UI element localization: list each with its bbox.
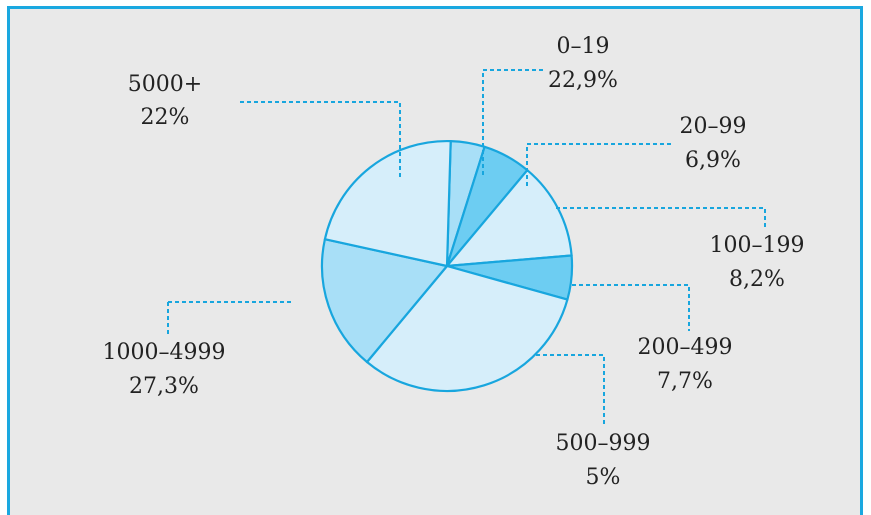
slice-category-label: 1000–4999 [103, 340, 226, 365]
leader-line-3 [556, 207, 766, 227]
leader-line-5 [536, 354, 605, 427]
slice-value-label: 22% [141, 105, 190, 130]
slice-value-label: 7,7% [657, 369, 713, 394]
slice-category-label: 200–499 [638, 335, 733, 360]
leader-line-7 [237, 101, 401, 177]
pie-slices [320, 139, 574, 393]
slice-value-label: 22,9% [548, 68, 618, 93]
slice-value-label: 5% [586, 465, 621, 490]
leader-line-4 [572, 284, 690, 331]
pie-chart: 0–19 22,9% 20–99 6,9% 100–199 8,2% 200–499 7,7%… [103, 34, 805, 490]
pie-slice-7 [323, 139, 452, 268]
slice-category-label: 500–999 [556, 431, 651, 456]
slice-labels: 0–19 22,9% 20–99 6,9% 100–199 8,2% 200–499 7,7%… [103, 34, 805, 490]
slice-value-label: 6,9% [685, 148, 741, 173]
slice-category-label: 20–99 [680, 114, 747, 139]
pie-slice-6 [320, 238, 449, 364]
leader-line-1 [482, 69, 545, 175]
chart-frame: 0–19 22,9% 20–99 6,9% 100–199 8,2% 200–499 7,7%… [7, 6, 863, 515]
slice-value-label: 8,2% [729, 267, 785, 292]
slice-category-label: 0–19 [557, 34, 610, 59]
slice-category-label: 100–199 [710, 233, 805, 258]
slice-category-label: 5000+ [128, 72, 202, 97]
leader-line-2 [526, 143, 672, 186]
leader-lines [167, 69, 766, 427]
slice-value-label: 27,3% [129, 374, 199, 399]
pie-slice-5 [365, 264, 569, 393]
